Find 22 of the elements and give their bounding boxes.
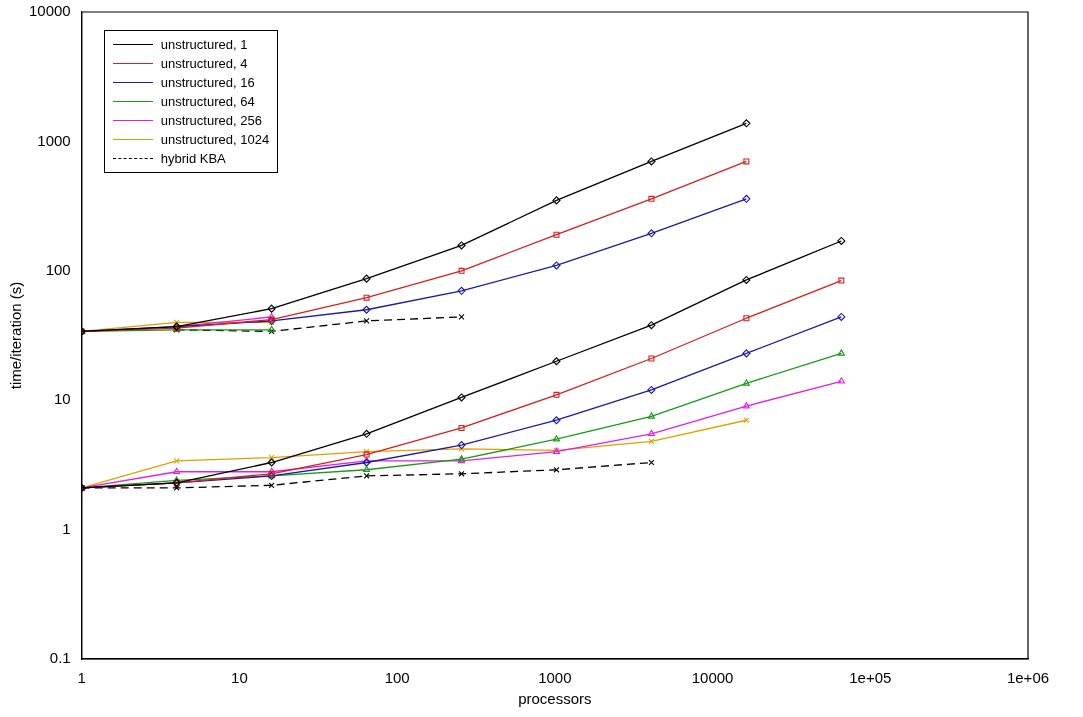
x-tick-label: 10000	[691, 669, 734, 687]
legend-label: unstructured, 4	[160, 56, 248, 71]
y-tick-label: 100	[45, 260, 71, 278]
y-tick-label: 10000	[28, 2, 71, 20]
y-tick-label: 1	[62, 519, 71, 537]
legend-label: unstructured, 256	[160, 113, 262, 128]
legend-label: unstructured, 1	[160, 37, 248, 52]
x-tick-label: 1e+06	[1006, 669, 1050, 687]
y-tick-label: 0.1	[49, 649, 71, 667]
y-tick-label: 1000	[37, 131, 71, 149]
x-tick-label: 1	[77, 669, 86, 687]
x-tick-label: 1e+05	[849, 669, 892, 687]
legend-label: unstructured, 1024	[160, 132, 270, 147]
legend-label: unstructured, 16	[160, 75, 255, 90]
y-axis-title: time/iteration (s)	[7, 281, 25, 390]
x-tick-label: 100	[384, 669, 410, 687]
legend-label: unstructured, 64	[160, 94, 255, 109]
x-tick-label: 1000	[538, 669, 572, 687]
x-tick-label: 10	[231, 669, 248, 687]
x-axis-title: processors	[518, 690, 592, 708]
legend-label: hybrid KBA	[160, 151, 226, 166]
y-tick-label: 10	[54, 390, 71, 408]
